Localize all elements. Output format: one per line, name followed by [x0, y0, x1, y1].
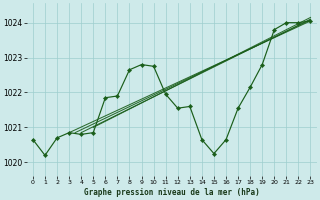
X-axis label: Graphe pression niveau de la mer (hPa): Graphe pression niveau de la mer (hPa) — [84, 188, 260, 197]
